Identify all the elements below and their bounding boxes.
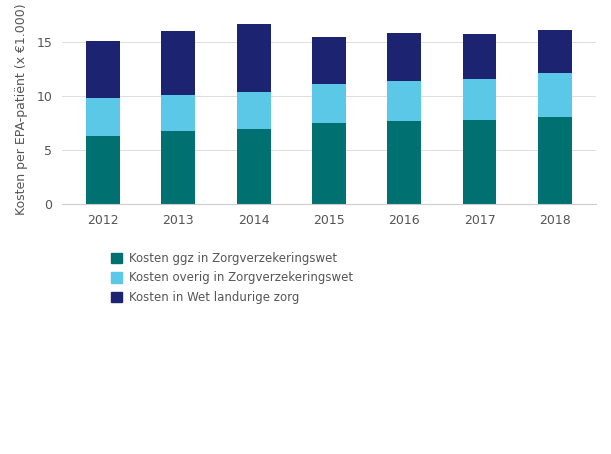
Bar	[312, 84, 346, 123]
Bar	[161, 31, 196, 95]
Bar	[161, 131, 196, 204]
Bar	[387, 81, 421, 121]
Bar	[86, 99, 120, 136]
Bar	[312, 37, 346, 84]
Bar	[538, 74, 572, 117]
Bar	[86, 136, 120, 204]
Bar	[236, 24, 271, 92]
Y-axis label: Kosten per EPA-patiënt (x €1.000): Kosten per EPA-patiënt (x €1.000)	[15, 4, 28, 216]
Legend: Kosten ggz in Zorgverzekeringswet, Kosten overig in Zorgverzekeringswet, Kosten : Kosten ggz in Zorgverzekeringswet, Koste…	[111, 252, 354, 304]
Bar	[236, 92, 271, 128]
Bar	[387, 121, 421, 204]
Bar	[161, 95, 196, 131]
Bar	[312, 123, 346, 204]
Bar	[387, 34, 421, 81]
Bar	[86, 41, 120, 99]
Bar	[463, 35, 497, 79]
Bar	[463, 79, 497, 120]
Bar	[463, 120, 497, 204]
Bar	[236, 128, 271, 204]
Bar	[538, 117, 572, 204]
Bar	[538, 30, 572, 74]
